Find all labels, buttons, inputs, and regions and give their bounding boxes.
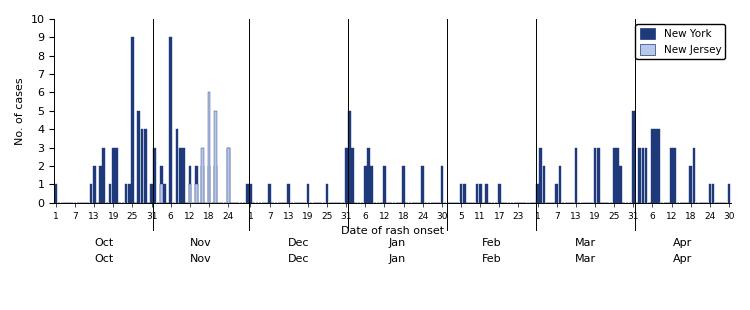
Bar (616, 148, 619, 203)
Bar (179, 148, 182, 203)
Bar (651, 129, 654, 203)
Bar (144, 129, 146, 203)
Bar (150, 184, 153, 203)
Bar (594, 148, 596, 203)
Y-axis label: No. of cases: No. of cases (15, 77, 25, 145)
Bar (249, 184, 252, 203)
Text: Mar: Mar (575, 238, 596, 249)
Bar (131, 38, 134, 203)
Bar (364, 166, 367, 203)
Bar (692, 148, 695, 203)
Bar (326, 184, 328, 203)
Text: Nov: Nov (190, 254, 212, 264)
Text: Dec: Dec (287, 238, 309, 249)
Bar (208, 166, 210, 203)
Bar (188, 184, 191, 203)
Bar (689, 166, 692, 203)
Bar (188, 166, 191, 203)
Text: Jan: Jan (388, 254, 406, 264)
Bar (208, 92, 210, 203)
Bar (574, 148, 578, 203)
Bar (195, 184, 197, 203)
Bar (463, 184, 466, 203)
Bar (368, 148, 370, 203)
Bar (137, 111, 140, 203)
Text: Nov: Nov (190, 238, 212, 249)
Bar (154, 148, 156, 203)
Bar (182, 148, 184, 203)
Bar (112, 148, 115, 203)
Bar (160, 166, 163, 203)
Bar (613, 148, 616, 203)
Bar (559, 166, 561, 203)
Bar (55, 184, 57, 203)
Bar (246, 184, 249, 203)
Text: Oct: Oct (94, 238, 113, 249)
Bar (99, 166, 102, 203)
Bar (268, 184, 271, 203)
Bar (536, 184, 539, 203)
Text: Apr: Apr (674, 254, 692, 264)
Bar (543, 166, 545, 203)
Bar (109, 184, 112, 203)
Bar (214, 166, 217, 203)
Bar (498, 184, 501, 203)
Bar (214, 111, 217, 203)
Bar (670, 148, 673, 203)
Text: Mar: Mar (575, 254, 596, 264)
Bar (620, 166, 622, 203)
Bar (102, 148, 105, 203)
Bar (440, 166, 443, 203)
Bar (226, 148, 230, 203)
Bar (712, 184, 715, 203)
Bar (124, 184, 128, 203)
Bar (641, 148, 644, 203)
Bar (89, 184, 92, 203)
Bar (485, 184, 488, 203)
Bar (287, 184, 290, 203)
Bar (370, 166, 373, 203)
Bar (460, 184, 463, 203)
Bar (163, 184, 166, 203)
Bar (658, 129, 660, 203)
Bar (128, 184, 130, 203)
Bar (170, 38, 172, 203)
Legend: New York, New Jersey: New York, New Jersey (635, 24, 725, 60)
Bar (383, 166, 386, 203)
Bar (345, 148, 347, 203)
Text: Jan: Jan (388, 238, 406, 249)
Bar (402, 166, 405, 203)
Bar (556, 184, 558, 203)
Bar (195, 166, 197, 203)
Bar (226, 148, 230, 203)
Text: Feb: Feb (482, 254, 501, 264)
Bar (351, 148, 354, 203)
Text: Feb: Feb (482, 238, 501, 249)
Bar (141, 129, 143, 203)
Bar (478, 184, 482, 203)
Bar (201, 166, 204, 203)
Bar (348, 111, 351, 203)
Bar (422, 166, 424, 203)
Bar (116, 148, 118, 203)
Bar (654, 129, 657, 203)
Text: Oct: Oct (94, 254, 113, 264)
Text: Dec: Dec (287, 254, 309, 264)
Bar (93, 166, 95, 203)
Bar (307, 184, 309, 203)
X-axis label: Date of rash onset: Date of rash onset (341, 226, 444, 236)
Text: Apr: Apr (674, 238, 692, 249)
Bar (160, 184, 163, 203)
Bar (597, 148, 599, 203)
Bar (638, 148, 641, 203)
Bar (709, 184, 711, 203)
Bar (176, 129, 178, 203)
Bar (728, 184, 730, 203)
Bar (645, 148, 647, 203)
Bar (632, 111, 634, 203)
Bar (476, 184, 478, 203)
Bar (539, 148, 542, 203)
Bar (201, 148, 204, 203)
Bar (674, 148, 676, 203)
